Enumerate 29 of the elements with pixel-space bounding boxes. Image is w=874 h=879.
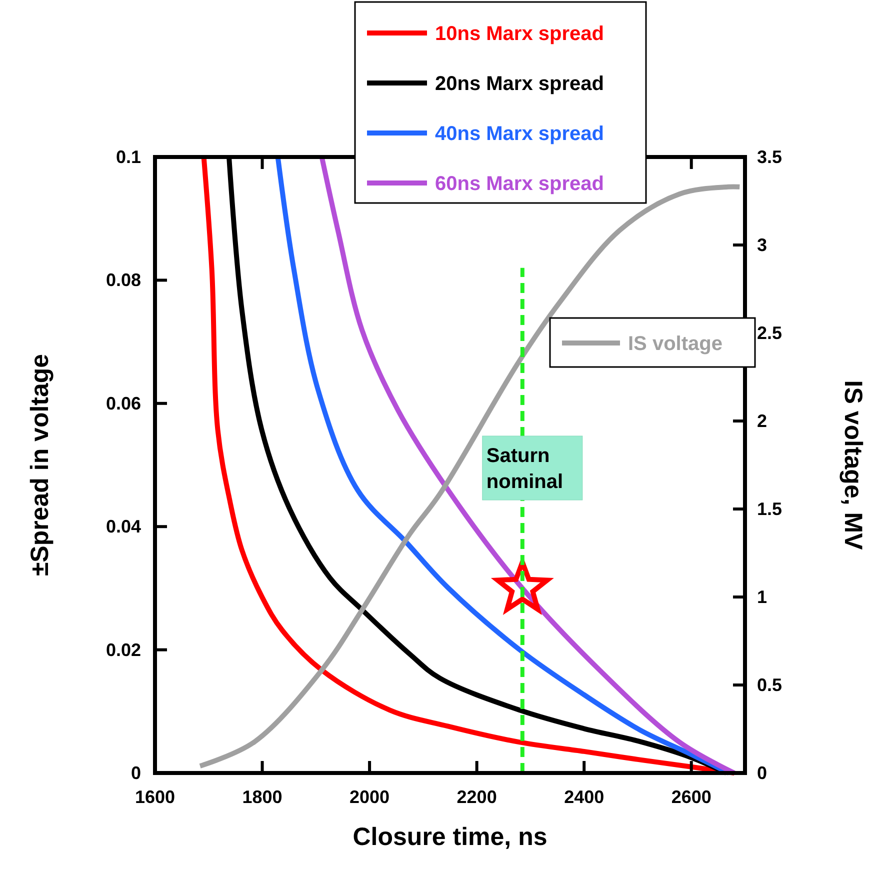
x-tick-label: 1600 — [134, 787, 176, 807]
x-tick-label: 2000 — [350, 787, 390, 807]
x-tick-label: 2600 — [671, 787, 712, 807]
y-tick-label: 0.02 — [106, 640, 141, 660]
y-axis-title: ±Spread in voltage — [26, 354, 54, 576]
y2-tick-label: 0 — [757, 763, 768, 783]
y-tick-label: 0.1 — [116, 147, 141, 167]
legend-label: 10ns Marx spread — [435, 23, 604, 45]
legend-label: IS voltage — [628, 333, 722, 355]
y2-tick-label: 3 — [757, 235, 768, 255]
y-tick-label: 0.06 — [106, 393, 141, 414]
legend-label: 20ns Marx spread — [435, 73, 604, 95]
y-tick-label: 0.08 — [106, 270, 141, 290]
y2-tick-label: 3.5 — [757, 147, 782, 167]
y2-tick-label: 2 — [757, 411, 768, 431]
legend-label: 40ns Marx spread — [435, 123, 604, 145]
y-tick-label: 0 — [130, 763, 141, 783]
y2-tick-label: 2.5 — [757, 323, 782, 343]
y2-axis-title: IS voltage, MV — [839, 380, 867, 550]
y2-tick-label: 1 — [757, 587, 768, 607]
x-axis-title: Closure time, ns — [352, 823, 548, 851]
ref-line-label: Saturn nominal — [486, 445, 564, 493]
x-tick-label: 1800 — [242, 787, 282, 807]
legend-label: 60ns Marx spread — [435, 173, 604, 195]
y-tick-label: 0.04 — [106, 516, 141, 537]
x-tick-label: 2400 — [564, 787, 604, 807]
y2-tick-label: 1.5 — [757, 499, 782, 519]
y2-tick-label: 0.5 — [757, 675, 782, 695]
x-tick-label: 2200 — [456, 787, 497, 807]
